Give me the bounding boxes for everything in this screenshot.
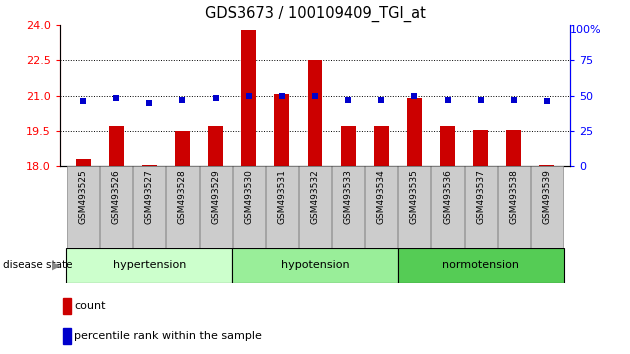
Bar xyxy=(100,166,132,248)
Bar xyxy=(62,297,71,314)
Bar xyxy=(307,60,323,166)
Text: GSM493539: GSM493539 xyxy=(542,169,551,224)
Bar xyxy=(134,166,166,248)
Text: GSM493525: GSM493525 xyxy=(79,169,88,224)
Point xyxy=(78,98,88,104)
Text: GSM493526: GSM493526 xyxy=(112,169,121,224)
Text: GSM493530: GSM493530 xyxy=(244,169,253,224)
Text: GSM493534: GSM493534 xyxy=(377,169,386,224)
Bar xyxy=(175,131,190,166)
Bar xyxy=(208,126,223,166)
Text: hypertension: hypertension xyxy=(113,261,186,270)
Title: GDS3673 / 100109409_TGI_at: GDS3673 / 100109409_TGI_at xyxy=(205,6,425,22)
Point xyxy=(310,93,320,98)
Text: normotension: normotension xyxy=(442,261,519,270)
Text: GSM493531: GSM493531 xyxy=(277,169,287,224)
Bar xyxy=(473,130,488,166)
Bar xyxy=(109,126,123,166)
Point xyxy=(509,97,519,103)
Bar xyxy=(166,166,198,248)
Point xyxy=(178,97,188,103)
Point xyxy=(343,97,353,103)
Bar xyxy=(62,327,71,344)
Text: ▶: ▶ xyxy=(52,261,60,270)
Text: GSM493537: GSM493537 xyxy=(476,169,485,224)
Bar xyxy=(398,248,563,283)
Bar xyxy=(531,166,563,248)
Bar xyxy=(464,166,496,248)
Bar xyxy=(374,126,389,166)
Point xyxy=(277,93,287,98)
Text: 100%: 100% xyxy=(570,25,602,35)
Bar xyxy=(266,166,298,248)
Point xyxy=(542,98,552,104)
Point xyxy=(410,93,420,98)
Text: disease state: disease state xyxy=(3,261,72,270)
Point xyxy=(442,97,452,103)
Bar xyxy=(76,159,91,166)
Bar xyxy=(232,166,265,248)
Text: hypotension: hypotension xyxy=(281,261,349,270)
Bar xyxy=(432,166,464,248)
Bar xyxy=(67,166,99,248)
Text: GSM493536: GSM493536 xyxy=(443,169,452,224)
Point xyxy=(111,96,121,101)
Bar xyxy=(539,165,554,166)
Point xyxy=(376,97,386,103)
Text: GSM493528: GSM493528 xyxy=(178,169,187,224)
Bar xyxy=(407,98,422,166)
Bar xyxy=(507,130,521,166)
Point xyxy=(476,97,486,103)
Text: count: count xyxy=(74,301,106,311)
Text: percentile rank within the sample: percentile rank within the sample xyxy=(74,331,262,341)
Text: GSM493527: GSM493527 xyxy=(145,169,154,224)
Text: GSM493533: GSM493533 xyxy=(343,169,353,224)
Bar xyxy=(241,29,256,166)
Point xyxy=(144,100,154,105)
Bar xyxy=(341,126,355,166)
Point xyxy=(244,93,254,98)
Text: GSM493529: GSM493529 xyxy=(211,169,220,224)
Bar xyxy=(275,95,289,166)
Bar xyxy=(498,166,530,248)
Bar xyxy=(332,166,364,248)
Text: GSM493538: GSM493538 xyxy=(509,169,518,224)
Bar xyxy=(142,165,157,166)
Bar xyxy=(440,126,455,166)
Text: GSM493535: GSM493535 xyxy=(410,169,419,224)
Bar xyxy=(67,248,232,283)
Bar xyxy=(398,166,430,248)
Text: GSM493532: GSM493532 xyxy=(311,169,319,224)
Bar xyxy=(365,166,398,248)
Point xyxy=(210,96,220,101)
Bar xyxy=(232,248,398,283)
Bar xyxy=(299,166,331,248)
Bar xyxy=(200,166,232,248)
